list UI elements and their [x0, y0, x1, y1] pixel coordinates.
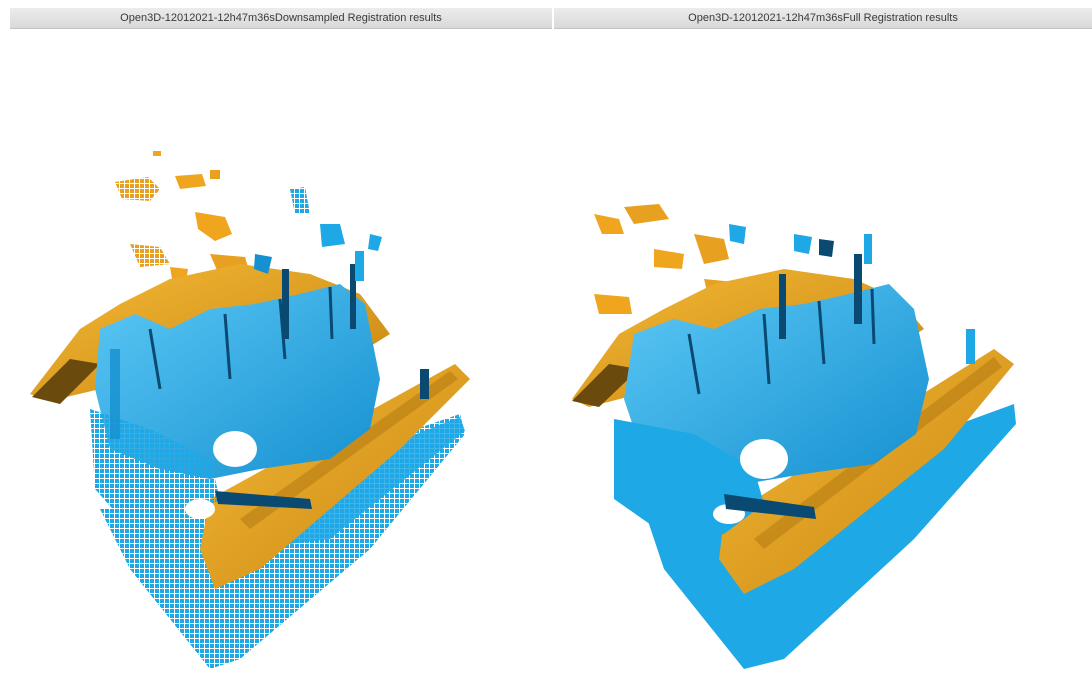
downsampled-window[interactable]: Open3D-12012021-12h47m36sDownsampled Reg…	[10, 0, 552, 689]
window-title: Open3D-12012021-12h47m36sDownsampled Reg…	[120, 12, 442, 24]
window-title-bar[interactable]: Open3D-12012021-12h47m36sFull Registrati…	[554, 8, 1092, 29]
window-title-bar[interactable]: Open3D-12012021-12h47m36sDownsampled Reg…	[10, 8, 552, 29]
source-tray	[200, 364, 470, 589]
target-arch	[95, 284, 380, 479]
point-cloud-render	[30, 151, 470, 669]
3d-viewport[interactable]	[554, 29, 1092, 689]
point-cloud-render	[572, 204, 1016, 669]
window-title: Open3D-12012021-12h47m36sFull Registrati…	[688, 12, 958, 24]
full-window[interactable]: Open3D-12012021-12h47m36sFull Registrati…	[554, 0, 1092, 689]
source-fragments	[115, 151, 250, 281]
3d-viewport[interactable]	[10, 29, 552, 689]
target-arch	[624, 284, 929, 484]
